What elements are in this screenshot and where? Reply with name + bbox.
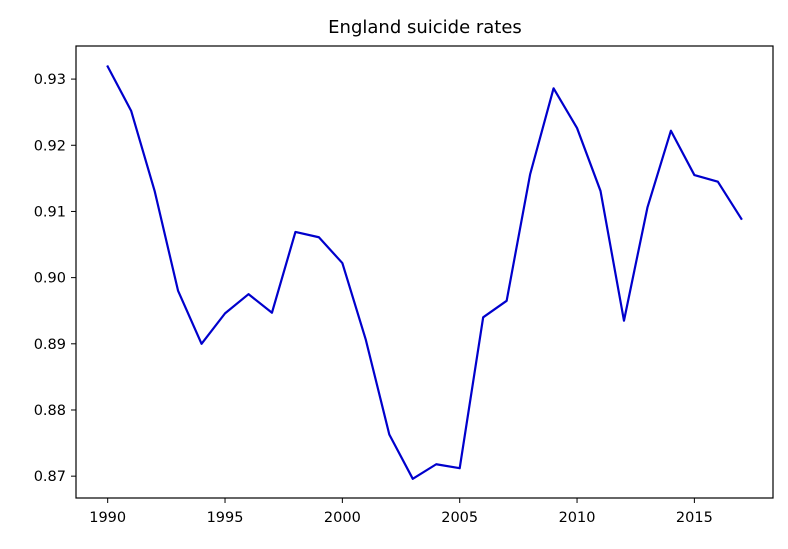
y-tick-label: 0.87 [34,469,66,485]
y-tick-label: 0.93 [34,72,66,88]
y-tick-label: 0.92 [34,138,66,154]
chart-title: England suicide rates [328,17,522,38]
y-tick-label: 0.88 [34,403,66,419]
x-tick-label: 2005 [441,510,478,526]
x-tick-label: 2010 [559,510,596,526]
x-tick-label: 1995 [207,510,244,526]
x-tick-label: 2015 [676,510,713,526]
y-tick-label: 0.91 [34,204,66,220]
y-tick-label: 0.90 [34,271,66,287]
x-tick-label: 2000 [324,510,361,526]
axis-ticks: 1990 1995 2000 2005 2010 2015 0.87 0.88 0.89 0.90… [34,72,713,526]
series-line-0 [106,65,743,480]
plot-area [106,65,743,480]
axes-frame [75,45,774,499]
x-tick-label: 1990 [89,510,126,526]
y-tick-label: 0.89 [34,337,66,353]
